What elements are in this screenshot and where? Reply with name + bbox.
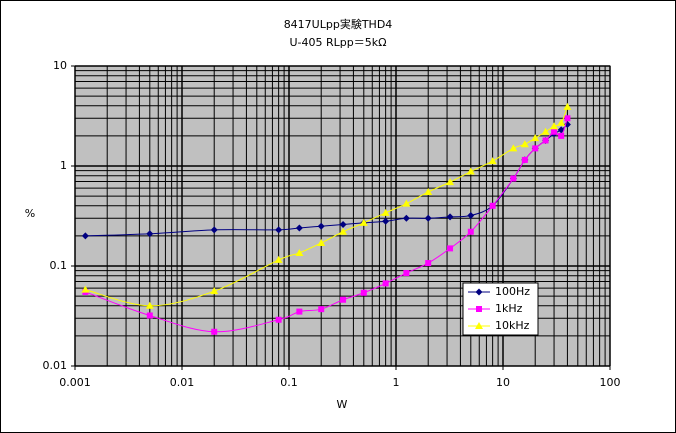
legend-label: 10kHz	[495, 319, 530, 332]
marker	[403, 270, 410, 277]
marker	[210, 226, 218, 234]
x-tick-label: 0.1	[280, 376, 298, 389]
marker	[402, 214, 410, 222]
x-tick-label: 1	[393, 376, 400, 389]
marker	[359, 218, 368, 226]
marker	[425, 260, 432, 267]
y-tick-label: 1	[60, 159, 67, 172]
marker	[318, 306, 325, 313]
marker	[424, 214, 432, 222]
marker	[510, 175, 517, 182]
marker	[210, 287, 219, 295]
marker	[541, 127, 550, 135]
marker	[466, 167, 475, 175]
marker	[295, 248, 304, 256]
marker	[146, 230, 154, 238]
marker	[475, 322, 483, 329]
chart-title: 8417ULpp実験THD4	[284, 17, 393, 31]
marker	[381, 208, 390, 216]
y-tick-label: 0.01	[43, 359, 68, 372]
marker	[521, 156, 528, 163]
marker	[402, 199, 411, 207]
marker	[145, 301, 154, 309]
marker	[551, 128, 558, 135]
marker	[146, 312, 153, 319]
marker	[275, 316, 282, 323]
marker	[467, 211, 475, 219]
marker	[340, 296, 347, 303]
y-axis-label: %	[25, 207, 35, 220]
marker	[563, 102, 572, 110]
marker	[550, 122, 559, 130]
marker	[339, 221, 347, 229]
marker	[531, 134, 540, 142]
marker	[564, 115, 571, 122]
marker	[557, 118, 566, 126]
marker	[81, 232, 89, 240]
marker	[520, 140, 529, 148]
marker	[317, 238, 326, 246]
marker	[296, 308, 303, 315]
legend: 100Hz 1kHz 10kHz	[462, 282, 539, 336]
marker	[382, 217, 390, 225]
x-tick-label: 100	[600, 376, 621, 389]
legend-label: 1kHz	[495, 302, 523, 315]
marker	[488, 157, 497, 165]
marker	[476, 306, 482, 312]
y-tick-label: 0.1	[50, 259, 68, 272]
marker	[542, 137, 549, 144]
marker	[211, 328, 218, 335]
marker	[275, 226, 283, 234]
marker	[558, 132, 565, 139]
marker	[532, 145, 539, 152]
marker	[360, 289, 367, 296]
legend-label: 100Hz	[495, 285, 530, 298]
marker	[81, 285, 90, 293]
marker	[446, 213, 454, 221]
marker	[295, 224, 303, 232]
x-tick-label: 0.001	[59, 376, 91, 389]
marker	[489, 202, 496, 209]
marker	[475, 288, 483, 296]
marker	[382, 280, 389, 287]
marker	[509, 144, 518, 152]
plot-border	[74, 65, 611, 367]
marker	[317, 222, 325, 230]
x-tick-label: 10	[496, 376, 510, 389]
marker	[467, 228, 474, 235]
marker	[447, 245, 454, 252]
marker	[274, 255, 283, 263]
marker	[339, 227, 348, 235]
x-axis-label: W	[337, 398, 348, 411]
chart-subtitle: U-405 RLpp＝5kΩ	[289, 36, 386, 49]
marker	[424, 187, 433, 195]
y-tick-label: 10	[53, 59, 67, 72]
marker	[446, 178, 455, 186]
x-tick-label: 0.01	[170, 376, 195, 389]
